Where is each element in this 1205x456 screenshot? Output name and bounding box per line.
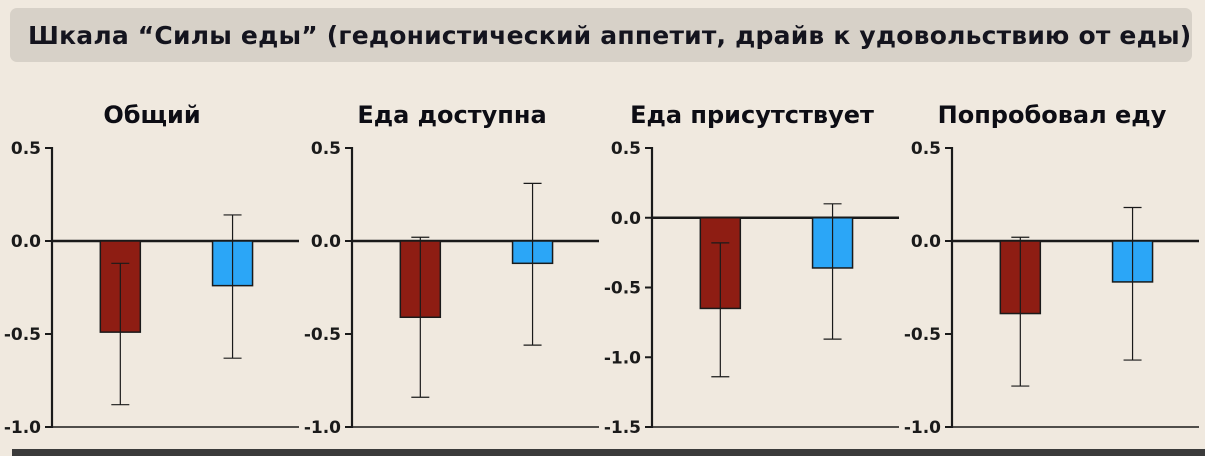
page-title: Шкала “Силы еды” (гедонистический аппети… (28, 20, 1192, 50)
y-tick-label: 0.5 (311, 139, 341, 159)
chart-panel-food-available: Еда доступна 0.5 0.0 -0.5 -1.0 (302, 98, 602, 444)
y-tick-label: -0.5 (904, 325, 941, 345)
bar-chart-food-available: 0.5 0.0 -0.5 -1.0 (304, 139, 599, 438)
y-tick-label: -1.5 (604, 418, 641, 438)
chart-title-bar: Шкала “Силы еды” (гедонистический аппети… (10, 8, 1192, 62)
y-tick-label: -1.0 (904, 418, 941, 438)
bar-chart-food-tasted: 0.5 0.0 -0.5 -1.0 (904, 139, 1199, 438)
bar-chart-food-present: 0.5 0.0 -0.5 -1.0 -1.5 (604, 139, 899, 438)
y-tick-label: -0.5 (304, 325, 341, 345)
bar-chart-overall: 0.5 0.0 -0.5 -1.0 (4, 139, 299, 438)
chart-panel-food-present: Еда присутствует 0.5 0.0 -0.5 -1.0 -1.5 (602, 98, 902, 444)
y-tick-label: -0.5 (4, 325, 41, 345)
chart-subtitle-food-present: Еда присутствует (630, 101, 874, 129)
bottom-edge-strip (12, 449, 1205, 456)
chart-subtitle-food-available: Еда доступна (357, 101, 547, 129)
y-tick-label: -0.5 (604, 279, 641, 299)
y-tick-label: 0.5 (611, 139, 641, 159)
chart-subtitle-overall: Общий (103, 101, 201, 129)
y-tick-label: 0.0 (911, 232, 941, 252)
y-tick-label: 0.0 (611, 209, 641, 229)
y-tick-label: -1.0 (604, 348, 641, 368)
y-tick-label: 0.5 (11, 139, 41, 159)
chart-panel-overall: Общий 0.5 0.0 -0.5 -1.0 (2, 98, 302, 444)
y-tick-label: 0.0 (11, 232, 41, 252)
charts-row: Общий 0.5 0.0 -0.5 -1.0 Еда доступна 0.5 0.0… (2, 98, 1204, 444)
y-tick-label: 0.0 (311, 232, 341, 252)
chart-subtitle-food-tasted: Попробовал еду (937, 101, 1167, 129)
y-tick-label: 0.5 (911, 139, 941, 159)
y-tick-label: -1.0 (304, 418, 341, 438)
chart-panel-food-tasted: Попробовал еду 0.5 0.0 -0.5 -1.0 (902, 98, 1202, 444)
y-tick-label: -1.0 (4, 418, 41, 438)
